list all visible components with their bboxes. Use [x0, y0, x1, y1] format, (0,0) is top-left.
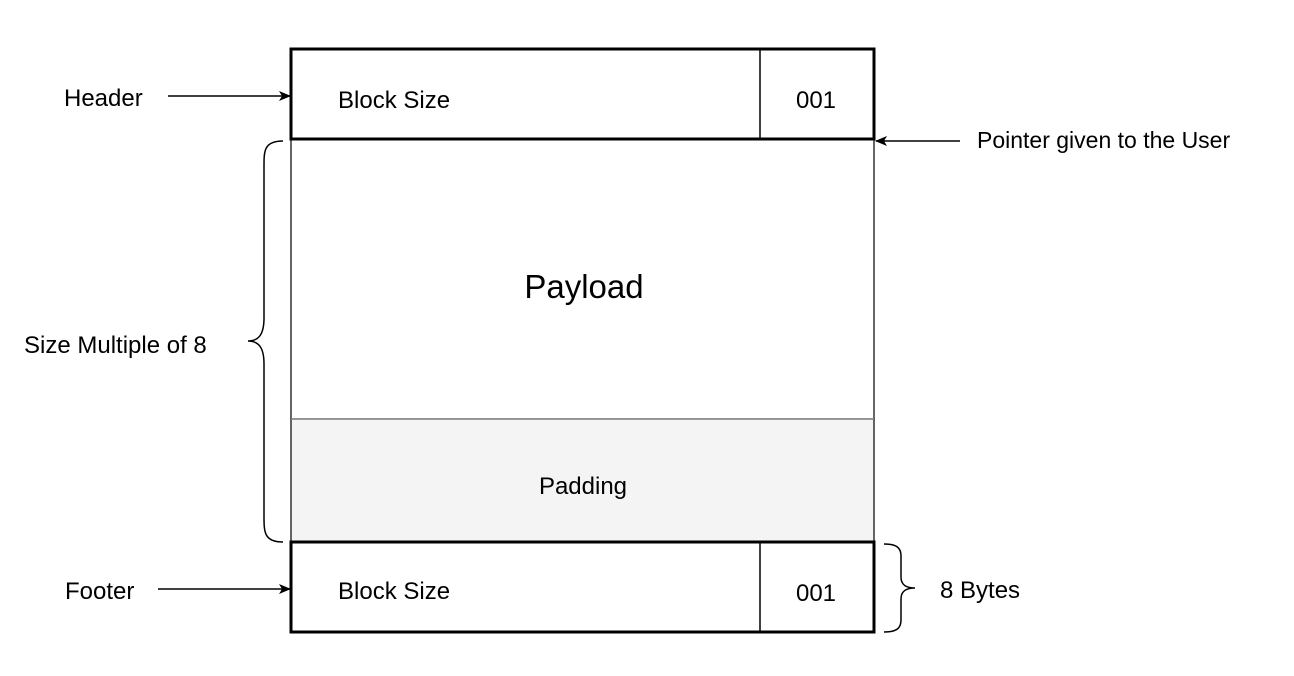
footer-size-brace: [883, 543, 916, 633]
header-block: [289, 47, 876, 141]
footer-flags-text: 001: [796, 580, 836, 607]
pointer-label: Pointer given to the User: [977, 127, 1230, 153]
size-multiple-brace: [247, 140, 284, 543]
padding-text: Padding: [539, 473, 627, 500]
footer-block-size-text: Block Size: [338, 578, 450, 605]
footer-size-label: 8 Bytes: [940, 577, 1020, 604]
size-multiple-label: Size Multiple of 8: [24, 332, 207, 359]
payload-area: [290, 138, 875, 420]
footer-label: Footer: [65, 578, 134, 605]
payload-text: Payload: [524, 268, 643, 305]
padding-area: [290, 418, 875, 543]
footer-block: [289, 540, 876, 634]
header-flags-text: 001: [796, 87, 836, 114]
header-label: Header: [64, 85, 143, 112]
header-block-size-text: Block Size: [338, 87, 450, 114]
